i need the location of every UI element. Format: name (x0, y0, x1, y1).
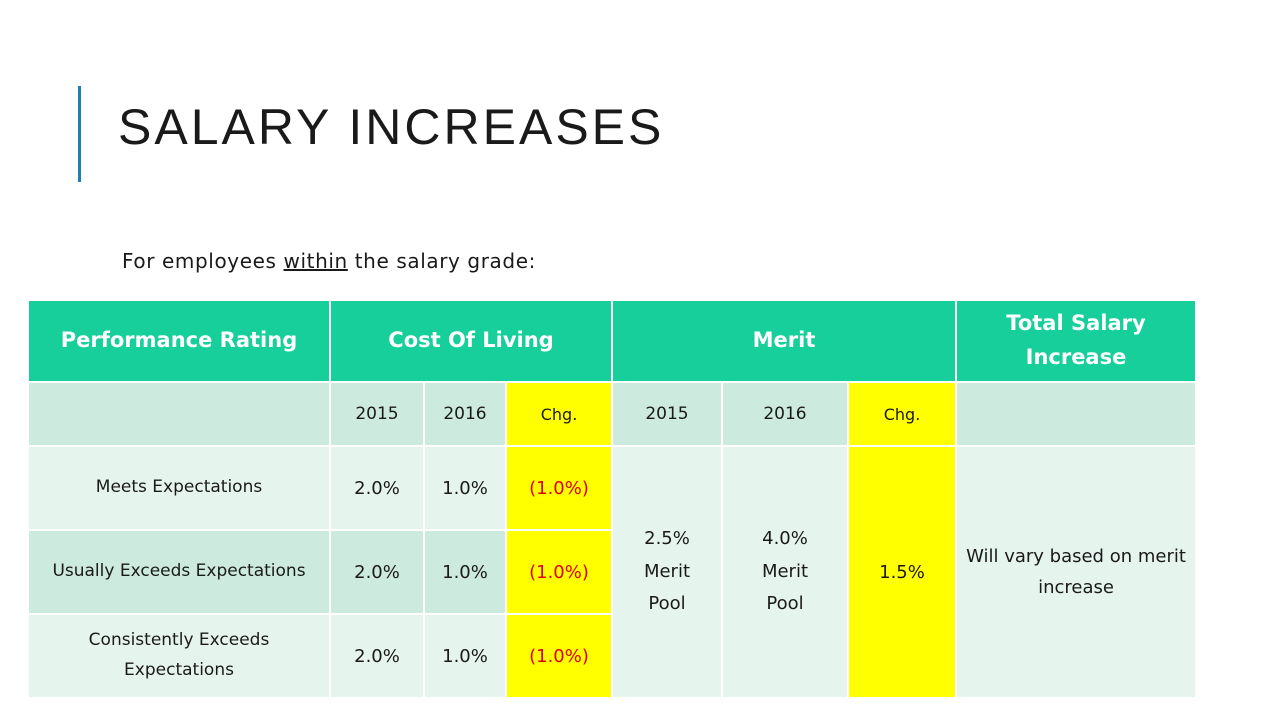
merit-2015-label: Merit Pool (643, 560, 691, 615)
title-accent-bar (78, 86, 81, 182)
col-2016-value: 1.0% (423, 613, 507, 699)
col-change-value: (1.0%) (505, 529, 613, 615)
table-row-usually-exceeds: Usually Exceeds Expectations 2.0% 1.0% (… (27, 529, 1196, 615)
col-2015-value: 2.0% (329, 445, 425, 531)
merit-2016-cell: 4.0% Merit Pool (721, 445, 849, 699)
slide-title: Salary Increases (118, 99, 665, 155)
row-label: Meets Expectations (27, 445, 331, 531)
col-2016-value: 1.0% (423, 529, 507, 615)
col-change-value: (1.0%) (505, 445, 613, 531)
subheader-col-2016: 2016 (423, 381, 507, 447)
merit-2015-cell: 2.5% Merit Pool (611, 445, 723, 699)
col-2015-value: 2.0% (329, 613, 425, 699)
header-merit: Merit (611, 299, 957, 383)
intro-text-end: the salary grade: (347, 249, 536, 273)
intro-text-emphasis: within (283, 249, 348, 273)
table-row-consistently-exceeds: Consistently Exceeds Expectations 2.0% 1… (27, 613, 1196, 699)
subheader-total-blank (955, 381, 1197, 447)
merit-2015-value: 2.5% (644, 528, 690, 550)
merit-change-value: 1.5% (847, 445, 957, 699)
col-2016-value: 1.0% (423, 445, 507, 531)
row-label: Usually Exceeds Expectations (27, 529, 331, 615)
header-total-salary-increase: Total Salary Increase (955, 299, 1197, 383)
merit-2016-label: Merit Pool (761, 560, 809, 615)
table-subheader-row: 2015 2016 Chg. 2015 2016 Chg. (27, 381, 1197, 447)
header-cost-of-living: Cost Of Living (329, 299, 613, 383)
subheader-merit-2016: 2016 (721, 381, 849, 447)
col-2015-value: 2.0% (329, 529, 425, 615)
col-change-value: (1.0%) (505, 613, 613, 699)
table-header-row: Performance Rating Cost Of Living Merit … (27, 299, 1197, 383)
salary-increase-table: Performance Rating Cost Of Living Merit … (27, 299, 1197, 699)
row-label: Consistently Exceeds Expectations (27, 613, 331, 699)
subheader-col-chg: Chg. (505, 381, 613, 447)
total-salary-note: Will vary based on merit increase (955, 445, 1197, 699)
header-performance-rating: Performance Rating (27, 299, 331, 383)
table-row-meets-expectations: Meets Expectations 2.0% 1.0% (1.0%) 2.5%… (27, 445, 1197, 699)
subheader-merit-chg: Chg. (847, 381, 957, 447)
subheader-merit-2015: 2015 (611, 381, 723, 447)
intro-text: For employees within the salary grade: (122, 249, 536, 273)
merit-2016-value: 4.0% (762, 528, 808, 550)
subheader-blank (27, 381, 331, 447)
subheader-col-2015: 2015 (329, 381, 425, 447)
intro-text-start: For employees (122, 249, 284, 273)
